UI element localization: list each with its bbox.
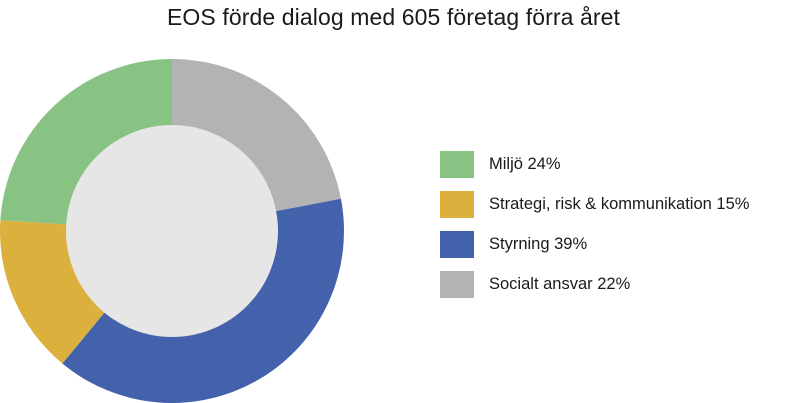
legend-label: Styrning 39% xyxy=(489,235,588,253)
legend-item-socialt-ansvar: Socialt ansvar 22% xyxy=(440,271,749,298)
legend-swatch xyxy=(440,151,474,178)
legend-label: Miljö 24% xyxy=(489,155,561,173)
legend: Miljö 24% Strategi, risk & kommunikation… xyxy=(440,151,749,311)
legend-swatch xyxy=(440,231,474,258)
donut-center xyxy=(66,125,278,337)
legend-swatch xyxy=(440,271,474,298)
legend-item-strategi: Strategi, risk & kommunikation 15% xyxy=(440,191,749,218)
legend-label: Strategi, risk & kommunikation 15% xyxy=(489,195,750,213)
legend-swatch xyxy=(440,191,474,218)
chart-title: EOS förde dialog med 605 företag förra å… xyxy=(166,4,621,30)
legend-item-miljo: Miljö 24% xyxy=(440,151,749,178)
legend-label: Socialt ansvar 22% xyxy=(489,275,631,293)
legend-item-styrning: Styrning 39% xyxy=(440,231,749,258)
